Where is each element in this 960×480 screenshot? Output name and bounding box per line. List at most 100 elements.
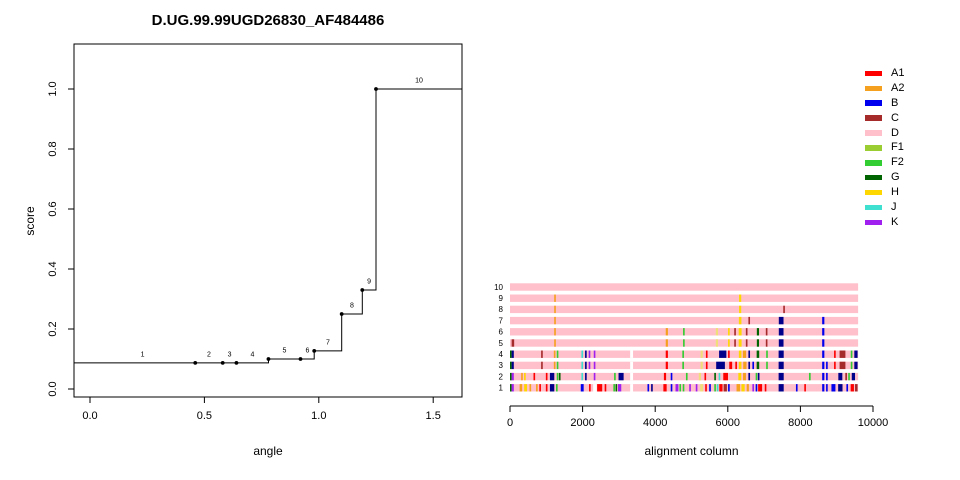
stripe-red <box>705 361 708 370</box>
stripe-brown <box>734 339 736 347</box>
stripe-navy <box>778 350 784 358</box>
stripe-blue <box>822 339 825 347</box>
stripe-khaki <box>698 372 701 381</box>
legend-swatch-icon <box>865 70 882 77</box>
stripe-gold <box>739 305 742 314</box>
stripe-red <box>834 361 836 370</box>
stripe-orange <box>553 350 556 358</box>
stripe-orange <box>746 384 749 392</box>
right-x-axis-tick-label: 6000 <box>716 417 740 429</box>
y-axis-tick-label: 1.0 <box>47 81 59 96</box>
legend-swatch-icon <box>865 85 882 92</box>
stripe-turquoise <box>581 372 584 381</box>
stripe-darkgreen <box>756 328 760 336</box>
stripe-purple <box>593 350 596 358</box>
stripe-navy <box>585 350 587 358</box>
stripe-red <box>850 384 854 392</box>
point-label: 5 <box>283 348 287 355</box>
data-point <box>193 361 198 365</box>
stripe-orange <box>665 339 668 347</box>
stripe-red <box>539 384 541 392</box>
legend-swatch-icon <box>865 219 882 226</box>
stripe-purple <box>752 384 755 392</box>
stripe-orange <box>536 384 538 392</box>
stripe-gold <box>738 328 742 336</box>
row-label: 2 <box>499 372 504 381</box>
stripe-red <box>804 384 806 392</box>
bar-row-4: 4 <box>499 350 859 359</box>
legend-label: C <box>891 111 899 124</box>
right-x-axis-tick-label: 0 <box>507 417 513 429</box>
stripe-navy <box>854 350 858 358</box>
stripe-limegreen <box>809 372 811 381</box>
row-label: 3 <box>499 361 504 370</box>
stripe-darkgreen <box>756 350 760 358</box>
stripe-navy <box>511 350 514 358</box>
stripe-red <box>663 384 667 392</box>
stripe-gold <box>738 316 742 325</box>
legend-swatch-icon <box>865 160 882 166</box>
stripe-orange <box>554 328 556 336</box>
stripe-brown <box>511 339 515 347</box>
right-x-axis-label: alignment column <box>644 444 739 458</box>
stripe-orange <box>554 339 556 347</box>
stripe-navy <box>549 384 555 392</box>
stripe-purple <box>695 384 698 392</box>
stripe-blue <box>670 384 673 392</box>
legend-label: H <box>891 186 899 199</box>
stripe-brown <box>839 350 846 358</box>
legend-label: B <box>891 96 899 109</box>
bar-row-8: 8 <box>499 305 859 314</box>
legend-item-A2: A2 <box>865 81 904 96</box>
stripe-brown <box>845 372 847 381</box>
stripe-red <box>729 361 733 370</box>
bar-row-6: 6 <box>499 328 859 337</box>
row-bar <box>510 294 859 302</box>
stripe-navy <box>748 372 751 381</box>
stripe-brown <box>745 339 748 347</box>
data-point <box>374 87 378 91</box>
row-bar <box>510 305 859 314</box>
stripe-navy <box>778 384 784 392</box>
stripe-red <box>728 350 730 358</box>
stripe-orange <box>736 384 741 392</box>
legend-label: F1 <box>891 141 904 154</box>
stripe-red <box>545 372 548 381</box>
stripe-purple <box>593 372 596 381</box>
stripe-blue <box>822 350 825 358</box>
stripe-brown <box>855 384 858 392</box>
stripe-limegreen <box>613 384 615 392</box>
x-axis-tick-label: 1.5 <box>426 410 441 422</box>
y-axis-tick-label: 0.2 <box>47 321 59 336</box>
stripe-gold <box>524 384 528 392</box>
stripe-red <box>834 350 836 358</box>
legend-label: F2 <box>891 156 904 169</box>
stripe-purple <box>511 384 514 392</box>
stripe-blue <box>822 328 825 336</box>
stripe-khaki <box>700 361 703 370</box>
legend-swatch-icon <box>865 145 882 151</box>
stripe-red <box>663 372 667 381</box>
legend-item-G: G <box>865 170 904 185</box>
stripe-purple <box>675 384 679 392</box>
data-point <box>312 349 317 353</box>
point-label: 3 <box>228 351 232 358</box>
stripe-blue <box>822 361 825 370</box>
stripe-orange <box>519 384 523 392</box>
stripe-blue <box>826 361 828 370</box>
stripe-red <box>665 350 668 358</box>
stripe-orange <box>743 372 746 381</box>
stripe-navy <box>854 361 858 370</box>
stripe-red <box>604 384 607 392</box>
stripe-orange <box>521 372 523 381</box>
stripe-limegreen <box>683 328 685 336</box>
y-axis-tick-label: 0.0 <box>47 381 59 396</box>
row-label: 7 <box>499 316 504 325</box>
stripe-red <box>705 384 707 392</box>
stripe-limegreen <box>682 350 684 358</box>
stripe-darkgreen <box>510 372 512 381</box>
row-label: 9 <box>499 294 504 303</box>
data-point <box>234 361 239 365</box>
stripe-red <box>533 372 536 381</box>
stripe-blue <box>822 372 825 381</box>
